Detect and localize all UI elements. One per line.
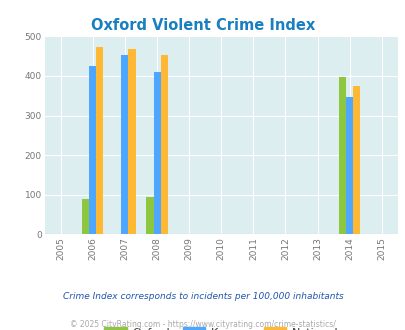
Bar — [345, 97, 352, 234]
Bar — [146, 197, 153, 234]
Bar — [121, 54, 128, 234]
Text: Crime Index corresponds to incidents per 100,000 inhabitants: Crime Index corresponds to incidents per… — [62, 292, 343, 301]
Text: © 2025 CityRating.com - https://www.cityrating.com/crime-statistics/: © 2025 CityRating.com - https://www.city… — [70, 320, 335, 329]
Bar — [338, 77, 345, 234]
Bar — [82, 199, 89, 234]
Bar — [153, 72, 160, 234]
Bar — [128, 49, 135, 234]
Text: Oxford Violent Crime Index: Oxford Violent Crime Index — [91, 18, 314, 33]
Bar — [89, 66, 96, 234]
Bar — [352, 86, 359, 234]
Legend: Oxford, Kansas, National: Oxford, Kansas, National — [100, 323, 342, 330]
Bar — [96, 47, 103, 234]
Bar — [160, 54, 167, 234]
